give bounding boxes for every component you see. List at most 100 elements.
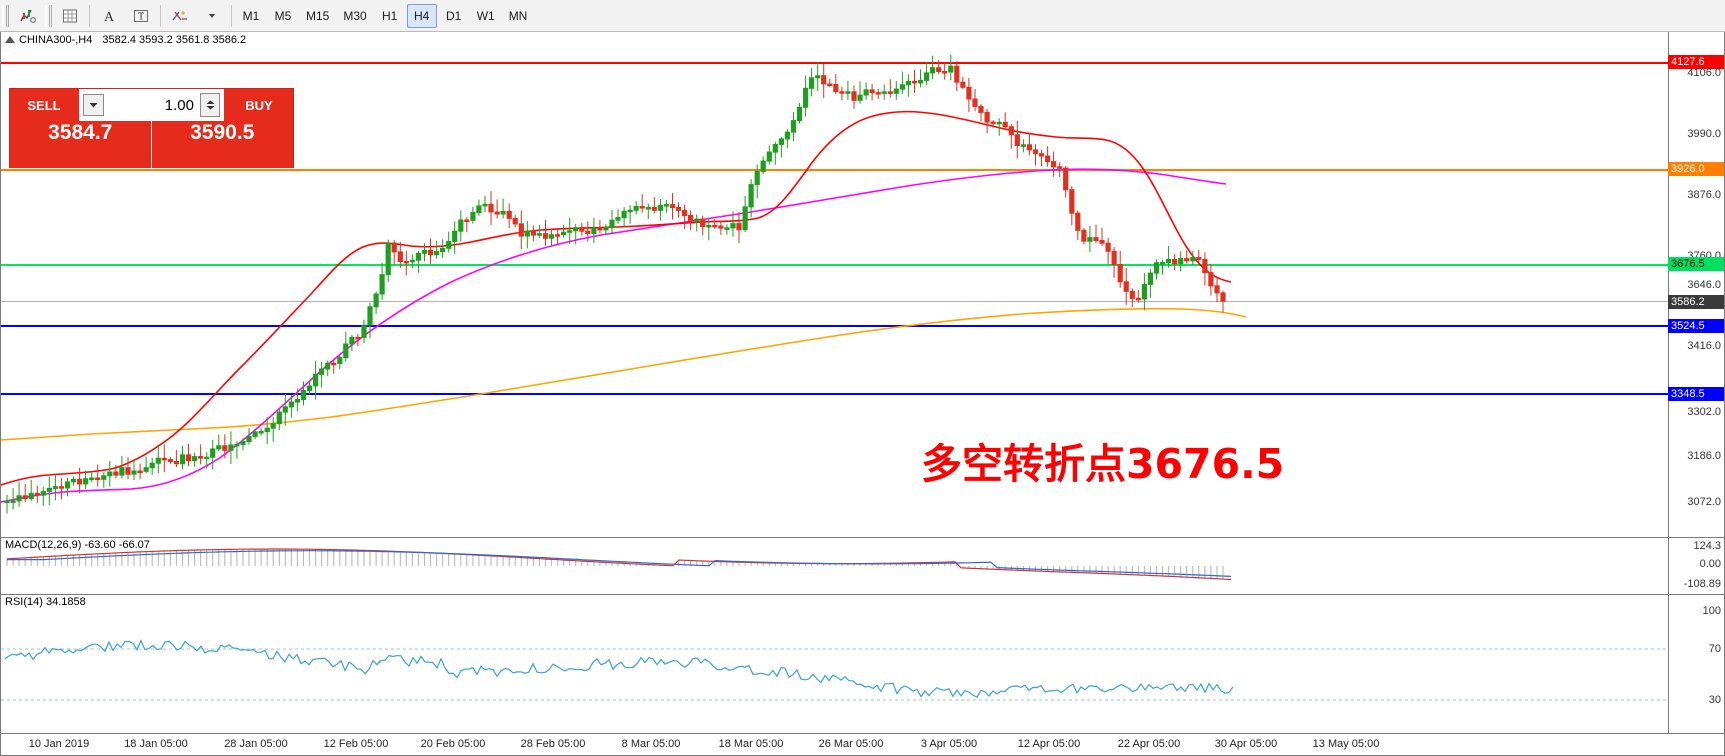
chart-window[interactable]: CHINA300-,H4 3582.4 3593.2 3561.8 3586.2 (0, 32, 1725, 756)
toolbar-grip-1[interactable] (2, 4, 9, 27)
text-icon[interactable]: A (94, 2, 124, 30)
chart-ohlc-label: 3582.4 3593.2 3561.8 3586.2 (102, 33, 247, 46)
timeframe-h1[interactable]: H1 (382, 8, 398, 23)
time-tick-6: 8 Mar 05:00 (621, 738, 681, 750)
price-tick-3416: 3416.0 (1687, 340, 1721, 352)
time-tick-5: 28 Feb 05:00 (520, 738, 586, 750)
timeframe-m5[interactable]: M5 (274, 8, 292, 23)
pane-divider-2 (1, 594, 1724, 595)
timeframe-group: M1 M5 M15 M30 H1 H4 D1 W1 MN (235, 0, 534, 32)
rsi-indicator[interactable]: RSI(14) 34.1858 100 70 30 (1, 595, 1724, 733)
price-tick-3990: 3990.0 (1687, 128, 1721, 140)
price-tick-3876: 3876.0 (1687, 189, 1721, 201)
level-line-3926 (1, 169, 1670, 171)
price-series-layer (1, 110, 1247, 503)
timeframe-d1[interactable]: D1 (446, 8, 462, 23)
one-click-trading-panel[interactable]: SELL 1.00 BUY 3584 (9, 88, 294, 168)
level-line-3676 (1, 264, 1670, 266)
timeframe-m15[interactable]: M15 (306, 8, 330, 23)
price-tick-3646: 3646.0 (1687, 279, 1721, 291)
draw-tools-icon[interactable] (165, 2, 195, 30)
volume-dropdown-icon[interactable] (83, 94, 104, 116)
time-tick-8: 26 Mar 05:00 (818, 738, 884, 750)
time-tick-11: 22 Apr 05:00 (1117, 738, 1181, 750)
volume-value[interactable]: 1.00 (164, 96, 194, 114)
timeframe-mn[interactable]: MN (508, 8, 528, 23)
chart-mode-icon[interactable] (12, 2, 42, 30)
collapse-triangle-icon[interactable] (5, 36, 15, 43)
buy-price-integer: 3590 (190, 121, 237, 144)
buy-button[interactable]: BUY (225, 89, 293, 121)
time-axis: 10 Jan 2019 18 Jan 05:00 28 Jan 05:00 12 Fe… (1, 733, 1724, 755)
time-tick-12: 30 Apr 05:00 (1214, 738, 1278, 750)
buy-price[interactable]: 3590.5 (151, 121, 293, 168)
toolbar-separator-1 (89, 4, 90, 27)
time-tick-2: 28 Jan 05:00 (224, 738, 288, 750)
rsi-series-layer (1, 639, 1670, 701)
toolbar-separator-2 (160, 4, 161, 27)
level-line-3348 (1, 393, 1670, 395)
price-tick-3072: 3072.0 (1687, 496, 1721, 508)
macd-label: MACD(12,26,9) -63.60 -66.07 (5, 539, 150, 551)
chart-annotation: 多空转折点3676.5 (921, 440, 1285, 488)
price-tick-3186: 3186.0 (1687, 450, 1721, 462)
timeframe-m1[interactable]: M1 (242, 8, 260, 23)
price-tag-3524: 3524.5 (1668, 319, 1724, 333)
svg-text:A: A (104, 10, 115, 25)
price-tick-4106: 4106.0 (1687, 67, 1721, 79)
chart-symbol-label: CHINA300-,H4 (19, 33, 93, 46)
rsi-tick-70: 70 (1708, 643, 1721, 655)
svg-text:T: T (138, 11, 144, 22)
price-tag-3348: 3348.5 (1668, 387, 1724, 401)
chart-symbol-bar: CHINA300-,H4 3582.4 3593.2 3561.8 3586.2 (1, 32, 1724, 47)
volume-stepper[interactable] (200, 93, 220, 117)
macd-tick-max: 124.3 (1693, 540, 1721, 552)
level-line-3586-current (1, 301, 1670, 302)
rsi-axis: 100 70 30 (1668, 595, 1724, 733)
candlestick-layer (4, 54, 1226, 514)
price-pane[interactable]: CHINA300-,H4 3582.4 3593.2 3561.8 3586.2 (1, 32, 1724, 537)
level-line-4127 (1, 62, 1670, 64)
ma-fast-line (1, 110, 1232, 486)
macd-tick-zero: 0.00 (1699, 558, 1721, 570)
macd-indicator[interactable]: MACD(12,26,9) -63.60 -66.07 124.3 0.00 -… (1, 538, 1724, 594)
grid-icon[interactable] (55, 2, 85, 30)
sell-price-decimal: .7 (94, 121, 113, 144)
time-tick-9: 3 Apr 05:00 (920, 738, 978, 750)
time-tick-0: 10 Jan 2019 (28, 738, 90, 750)
ma-medium-line (1, 168, 1227, 503)
timeframe-w1[interactable]: W1 (476, 8, 495, 23)
label-icon[interactable]: T (126, 2, 156, 30)
sell-button[interactable]: SELL (10, 89, 78, 121)
time-tick-3: 12 Feb 05:00 (323, 738, 389, 750)
sell-price[interactable]: 3584.7 (10, 121, 152, 168)
time-tick-13: 13 May 05:00 (1312, 738, 1380, 750)
time-tick-1: 18 Jan 05:00 (124, 738, 188, 750)
toolbar-separator-3 (231, 4, 232, 27)
price-tick-3302: 3302.0 (1687, 406, 1721, 418)
time-tick-4: 20 Feb 05:00 (420, 738, 486, 750)
rsi-label: RSI(14) 34.1858 (5, 596, 86, 608)
price-tag-3586-current: 3586.2 (1668, 295, 1724, 309)
price-axis[interactable]: 4127.6 4106.0 3990.0 3926.0 3876.0 3760.… (1668, 32, 1724, 537)
level-line-3524 (1, 325, 1670, 327)
buy-price-decimal: .5 (236, 121, 255, 144)
time-tick-7: 18 Mar 05:00 (718, 738, 784, 750)
volume-field[interactable]: 1.00 (78, 89, 225, 121)
price-tag-3926: 3926.0 (1668, 162, 1724, 176)
macd-tick-min: -108.89 (1683, 578, 1721, 590)
draw-tools-dropdown-icon[interactable] (197, 2, 227, 30)
macd-series-layer (6, 548, 1232, 581)
time-tick-10: 12 Apr 05:00 (1017, 738, 1081, 750)
timeframe-h4[interactable]: H4 (406, 3, 437, 28)
rsi-tick-30: 30 (1708, 694, 1721, 706)
toolbar-grip-2[interactable] (45, 4, 52, 27)
sell-price-integer: 3584 (48, 121, 95, 144)
pane-divider-1 (1, 537, 1724, 538)
rsi-tick-100: 100 (1702, 605, 1721, 617)
macd-axis: 124.3 0.00 -108.89 (1668, 538, 1724, 594)
price-tag-4127: 4127.6 (1668, 55, 1724, 69)
timeframe-m30[interactable]: M30 (343, 8, 367, 23)
price-tag-3676: 3676.5 (1668, 257, 1724, 271)
main-toolbar: A T M1 M5 M15 M30 H1 H4 D1 W1 MN (0, 0, 1725, 32)
